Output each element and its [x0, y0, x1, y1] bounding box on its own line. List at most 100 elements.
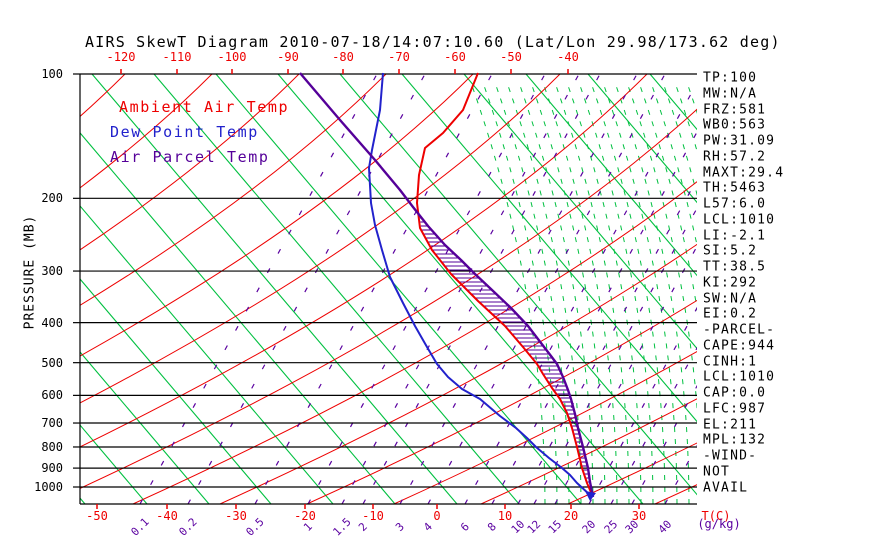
dry-adiabat-line	[525, 74, 697, 277]
pressure-tick-label: 400	[41, 315, 63, 330]
pressure-tick-label: 1000	[34, 480, 63, 494]
mixing-ratio-line	[362, 74, 601, 504]
grid-lines	[80, 74, 870, 504]
legend-ambient-air-temp: Ambient Air Temp	[119, 98, 290, 116]
moist-adiabat-line	[856, 84, 870, 504]
pressure-tick-label: 800	[41, 439, 63, 454]
stat-tp: TP:100	[703, 70, 758, 86]
moist-adiabat-line	[796, 84, 870, 504]
isotherm-line	[80, 74, 474, 357]
mixing-ratio-line	[427, 74, 666, 504]
stat-tt: TT:38.5	[703, 259, 767, 275]
mixing-ratio-line	[517, 177, 697, 504]
mixing-ratio-line	[852, 74, 870, 504]
top-axis-tick-label: -70	[388, 50, 410, 64]
moist-adiabat-line	[579, 83, 654, 504]
dry-adiabat-line	[339, 74, 697, 496]
mixing-ratio-line	[814, 74, 870, 504]
dry-adiabat-line	[80, 132, 396, 504]
bottom-axis-temp-label: -30	[225, 509, 247, 523]
bottom-axis-temp-label: -20	[294, 509, 316, 523]
stat-lfc: LFC:987	[703, 401, 767, 417]
ambient-temp-curve	[416, 72, 594, 498]
stat-parcel: -PARCEL-	[703, 322, 776, 338]
legend-air-parcel-temp: Air Parcel Temp	[110, 148, 270, 166]
dry-adiabat-line	[215, 74, 582, 504]
stat-mw: MW:N/A	[703, 86, 758, 102]
stat-l57: L57:6.0	[703, 196, 767, 212]
isotherm-line	[132, 181, 697, 504]
moist-adiabat-line	[820, 84, 870, 504]
dry-adiabat-line	[401, 74, 697, 423]
stat-ki: KI:292	[703, 275, 758, 291]
isotherm-line	[306, 299, 697, 504]
moist-adiabat-line	[784, 84, 858, 504]
mixing-ratio-line	[341, 74, 580, 504]
pressure-tick-label: 600	[41, 388, 63, 403]
stat-cinh: CINH:1	[703, 354, 758, 369]
stat-sw: SW:N/A	[703, 291, 758, 306]
stat-pw: PW:31.09	[703, 133, 776, 149]
isotherm-line	[393, 350, 697, 504]
x-axis-temp-unit: T(C)	[701, 509, 731, 523]
bottom-axis-temp-label: -40	[156, 509, 178, 523]
mixing-ratio-line	[491, 130, 697, 504]
moist-adiabat-line	[531, 83, 606, 504]
stat-maxt: MAXT:29.4	[703, 165, 785, 180]
dry-adiabat-line	[80, 205, 334, 504]
mixing-ratio-line	[307, 74, 546, 504]
moist-adiabat-line	[808, 84, 870, 504]
mixing-ratio-line	[139, 74, 378, 504]
top-axis-tick-label: -60	[444, 50, 466, 64]
stat-rh: RH:57.2	[703, 149, 767, 165]
parcel-temp-curve	[299, 72, 595, 498]
pressure-tick-label: 200	[41, 191, 63, 206]
moist-adiabat-line	[772, 84, 846, 504]
dry-adiabat-line	[91, 74, 458, 504]
mixing-ratio-line	[464, 81, 697, 504]
dry-adiabat-line	[587, 74, 697, 204]
isotherm-line	[80, 74, 213, 189]
pressure-tick-label: 500	[41, 355, 63, 370]
y-axis-label: PRESSURE (MB)	[22, 214, 38, 330]
bottom-axis-temp-label: -50	[86, 509, 108, 523]
bottom-axis-temp-label: 30	[631, 509, 647, 523]
stat-mpl: MPL:132	[703, 432, 767, 448]
pressure-tick-label: 100	[41, 67, 63, 81]
stat-cape: CAPE:944	[703, 338, 776, 354]
bottom-axis-temp-label: -10	[362, 509, 384, 523]
pressure-tick-label: 300	[41, 264, 63, 279]
dry-adiabat-line	[80, 278, 272, 504]
stat-si: SI:5.2	[703, 243, 758, 259]
mixing-ratio-line	[254, 74, 493, 504]
stat-cap: CAP:0.0	[703, 385, 767, 401]
isotherm-line	[480, 398, 697, 504]
dry-adiabat-line	[80, 351, 210, 504]
top-axis-tick-label: -40	[557, 50, 579, 64]
pressure-tick-label: 900	[41, 461, 63, 476]
stat-not: NOT	[703, 464, 731, 480]
top-axis-tick-label: -120	[106, 50, 136, 64]
pressure-grid	[73, 69, 697, 509]
legend-dew-point-temp: Dew Point Temp	[110, 123, 259, 141]
surface-point-marker	[585, 491, 596, 501]
moist-adiabat-line	[507, 83, 582, 504]
mixing-ratio-line	[776, 74, 870, 504]
x-axis-mixing-unit: (g/kg)	[697, 517, 741, 531]
moist-adiabat-line	[832, 84, 870, 504]
stat-th: TH:5463	[703, 180, 767, 196]
stat-ei: EI:0.2	[703, 306, 758, 322]
cape-hatch-region	[419, 217, 590, 487]
mixing-ratio-line	[187, 74, 426, 504]
top-axis-tick-label: -100	[217, 50, 247, 64]
mixing-ratio-line	[554, 245, 697, 504]
dry-adiabat-line	[80, 424, 148, 504]
stat-li: LI:-2.1	[703, 228, 767, 243]
bottom-axis-temp-label: 0	[433, 509, 441, 523]
top-axis-tick-label: -90	[277, 50, 299, 64]
moist-adiabat-line	[495, 83, 570, 504]
isotherm-line	[80, 108, 697, 489]
isotherm-line	[80, 74, 300, 251]
